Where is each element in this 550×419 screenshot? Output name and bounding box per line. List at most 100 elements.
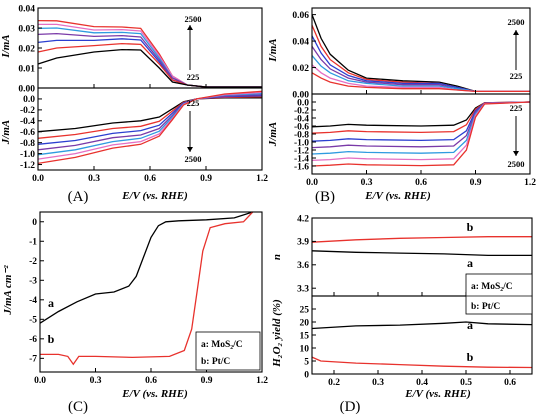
d-top-ytick-label: 4.2: [297, 214, 309, 224]
d-bottom-series-a: [311, 321, 533, 330]
a-top-annot-high: 2500: [185, 14, 202, 24]
a-bottom-ytick-label: -0.4: [20, 117, 35, 127]
c-xtick-label: 0.0: [34, 376, 46, 386]
b-top-ytick-label: 0.06: [292, 11, 309, 21]
c-xtick-label: 0.6: [145, 376, 157, 386]
a-top-annot-low: 225: [187, 72, 200, 82]
b-bottom-xtick-label: 0.6: [415, 178, 427, 188]
a-bottom-xtick-label: 0.0: [32, 174, 44, 184]
c-ytick-label: -2: [29, 257, 37, 267]
a-top-series-6: [37, 48, 262, 88]
b-bottom-ytick-label: -0.6: [294, 122, 309, 132]
b-bottom-frame: [311, 93, 531, 175]
b-bottom-ytick-label: -1.6: [294, 162, 309, 172]
d-legend-a: a: MoS₂/C: [471, 282, 513, 292]
b-bottom-xtick-label: 0.9: [470, 178, 482, 188]
b-top-ytick-label: 0.04: [292, 37, 309, 47]
a-bottom-arrow-head: [187, 147, 193, 152]
d-bottom-ytick-label: 10: [300, 344, 310, 354]
b-bottom-ytick-label: -1.4: [294, 154, 309, 164]
b-bottom-xtick-label: 0.0: [306, 178, 318, 188]
a-bottom-xtick-label: 0.6: [144, 174, 156, 184]
a-bottom-annot-high: 225: [187, 98, 200, 108]
d-top-series-a: [311, 250, 532, 257]
c-ytick-label: -6: [29, 335, 37, 345]
b-bottom-series-3: [311, 101, 531, 149]
d-top-ytick-label: 3.3: [297, 285, 309, 295]
b-top-ytick-label: 0.02: [292, 64, 309, 74]
a-top-series-2: [37, 27, 262, 88]
a-panel-label: (A): [68, 189, 89, 205]
a-top-ylabel: I/mA: [0, 34, 12, 58]
b-bottom-ytick-label: 0.0: [297, 98, 309, 108]
d-top-label-a: a: [467, 256, 473, 270]
a-top-ytick-label: 0.03: [18, 24, 35, 34]
b-bottom-annot-high: 225: [510, 103, 523, 113]
a-bottom-series-0: [37, 97, 262, 133]
a-xlabel: E/V (vs. RHE): [121, 190, 188, 202]
c-legend-box: [195, 331, 261, 371]
b-bottom-ytick-label: -1.0: [294, 138, 309, 148]
c-series-b-label: b: [48, 332, 55, 346]
d-bottom-xtick-label: 0.4: [416, 378, 428, 388]
c-ytick-label: -3: [29, 277, 37, 287]
d-bottom-xtick-label: 0.3: [372, 378, 384, 388]
d-bottom-label-b: b: [467, 350, 474, 364]
b-top-arrow-head: [513, 30, 519, 35]
d-bottom-ytick-label: 25: [300, 305, 310, 315]
d-legend-b: b: Pt/C: [471, 302, 500, 312]
b-bottom-ytick-label: -0.2: [294, 106, 309, 116]
a-bottom-ytick-label: -0.8: [20, 139, 35, 149]
d-bottom-ytick-label: 15: [300, 331, 310, 341]
b-top-annot-high: 2500: [508, 17, 525, 27]
d-top-ytick-label: 3.6: [297, 261, 309, 271]
a-bottom-xtick-label: 0.9: [200, 174, 212, 184]
c-xtick-label: 0.3: [90, 376, 102, 386]
b-bottom-ylabel: J/mA: [267, 122, 279, 147]
d-top-ylabel: n: [271, 254, 283, 260]
c-legend-a: a: MoS₂/C: [201, 340, 243, 350]
c-legend-b: b: Pt/C: [201, 357, 230, 367]
c-ytick-label: -4: [29, 296, 37, 306]
c-ytick-label: -1: [29, 238, 37, 248]
a-bottom-annot-low: 2500: [185, 154, 202, 164]
d-top-label-b: b: [467, 220, 474, 234]
d-top-ytick-label: 3.9: [297, 238, 309, 248]
c-ytick-label: -7: [29, 355, 37, 365]
c-xtick-label: 0.9: [201, 376, 213, 386]
a-bottom-xtick-label: 1.2: [256, 174, 268, 184]
d-bottom-ylabel: H₂O₂ yield (%): [271, 299, 283, 368]
a-bottom-ytick-label: -0.2: [20, 106, 35, 116]
b-top-ylabel: I/mA: [267, 38, 279, 62]
a-bottom-series-5: [37, 91, 263, 160]
a-top-ytick-label: 0.00: [18, 84, 35, 94]
c-ytick-label: -5: [29, 316, 37, 326]
b-xlabel: E/V (vs. RHE): [364, 190, 431, 202]
a-bottom-series-6: [37, 90, 263, 165]
b-top-annot-low: 225: [510, 71, 523, 81]
d-bottom-label-a: a: [467, 318, 473, 332]
b-top-ytick-label: 0.00: [292, 90, 309, 100]
c-ytick-label: 0: [32, 218, 37, 228]
a-top-ytick-label: 0.04: [18, 4, 35, 14]
c-panel-label: (C): [68, 399, 88, 415]
b-bottom-xtick-label: 1.2: [524, 178, 536, 188]
b-bottom-arrow-head: [513, 151, 519, 156]
c-series-a: [39, 211, 253, 324]
b-bottom-annot-low: 2500: [508, 159, 525, 169]
d-bottom-ytick-label: 0: [304, 370, 309, 380]
b-bottom-series-0: [311, 101, 531, 128]
b-bottom-ytick-label: -0.8: [294, 130, 309, 140]
b-panel-label: (B): [315, 189, 335, 205]
b-bottom-xtick-label: 0.3: [361, 178, 373, 188]
a-bottom-ytick-label: -0.6: [20, 128, 35, 138]
b-bottom-series-6: [311, 101, 531, 167]
a-top-ytick-label: 0.01: [18, 64, 35, 74]
c-series-b: [40, 211, 254, 366]
b-bottom-series-2: [311, 101, 531, 142]
a-bottom-xtick-label: 0.3: [88, 174, 100, 184]
d-bottom-series-b: [311, 356, 533, 369]
c-ylabel: J/mA cm⁻²: [2, 265, 14, 316]
b-top-series-5: [311, 64, 530, 93]
a-bottom-series-2: [37, 95, 263, 145]
